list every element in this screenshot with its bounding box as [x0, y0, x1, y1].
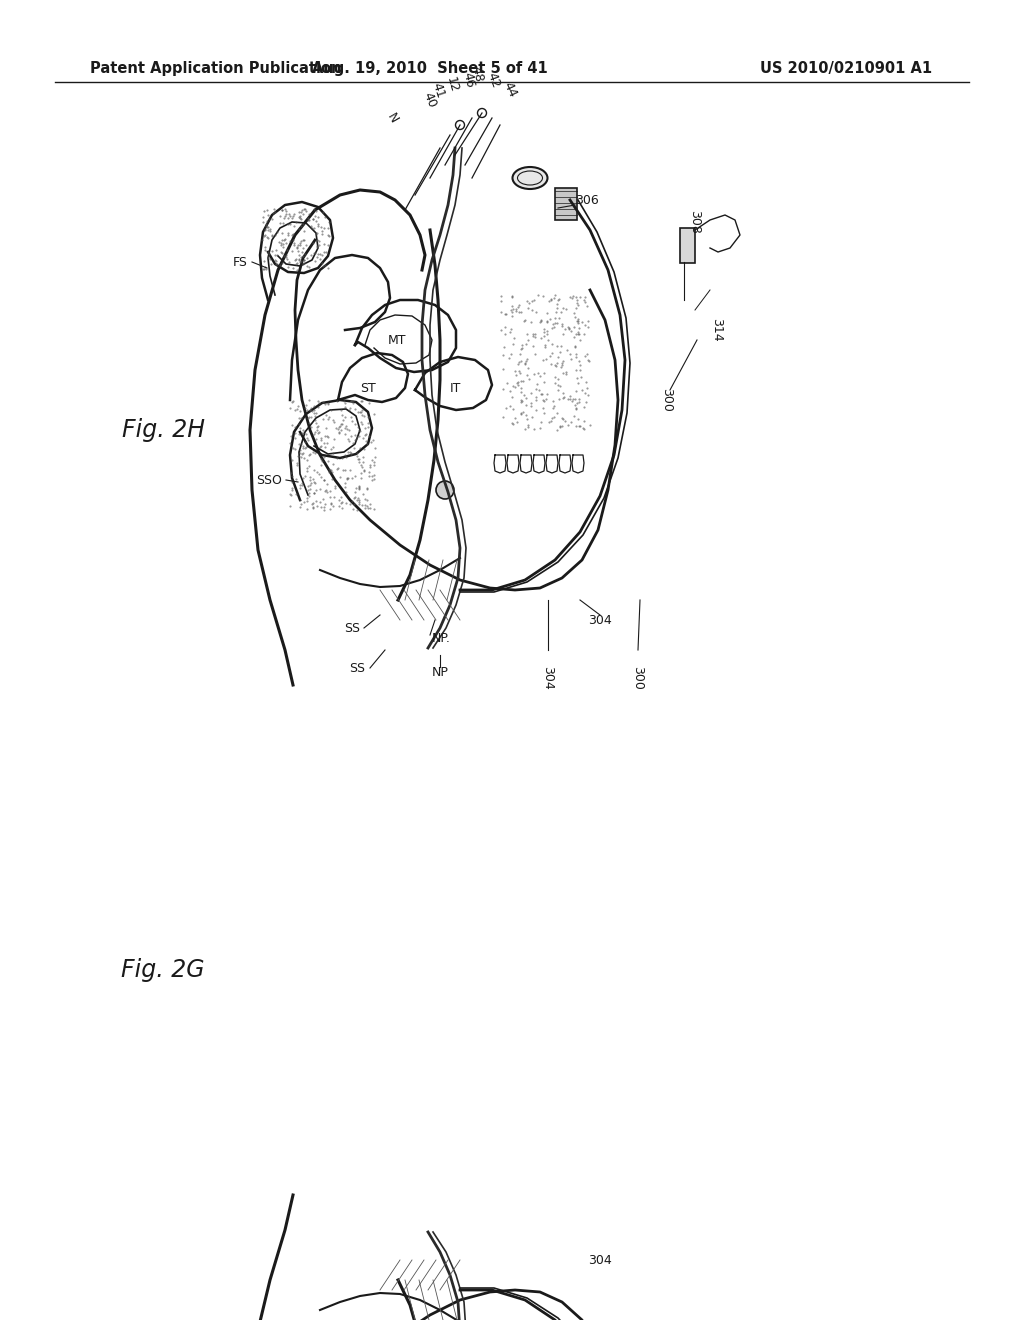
Text: 300: 300 — [660, 388, 673, 412]
Text: 41: 41 — [429, 81, 446, 99]
Bar — [555, 187, 577, 220]
Text: 40: 40 — [421, 90, 439, 110]
Text: ST: ST — [360, 381, 376, 395]
Text: SSO: SSO — [256, 474, 282, 487]
Text: 306: 306 — [575, 194, 599, 206]
Text: 44: 44 — [501, 81, 519, 100]
Circle shape — [436, 480, 454, 499]
Text: 42: 42 — [484, 70, 502, 90]
Text: 304: 304 — [588, 614, 612, 627]
Text: 314: 314 — [710, 318, 723, 342]
Text: FS: FS — [233, 256, 248, 268]
Text: Patent Application Publication: Patent Application Publication — [90, 61, 341, 75]
Text: 46: 46 — [460, 71, 476, 88]
Text: SS: SS — [344, 622, 360, 635]
Text: SS: SS — [349, 661, 365, 675]
Text: N: N — [384, 111, 400, 125]
Text: 304: 304 — [542, 667, 555, 690]
Text: 300: 300 — [632, 667, 644, 690]
Text: 308: 308 — [688, 210, 701, 234]
Bar — [680, 228, 695, 263]
Text: Fig. 2H: Fig. 2H — [122, 418, 205, 442]
Text: 48: 48 — [469, 65, 484, 83]
Text: Aug. 19, 2010  Sheet 5 of 41: Aug. 19, 2010 Sheet 5 of 41 — [312, 61, 548, 75]
Text: 304: 304 — [588, 1254, 612, 1266]
Ellipse shape — [512, 168, 548, 189]
Text: IT: IT — [450, 381, 461, 395]
Text: NP.: NP. — [432, 631, 451, 644]
Text: Fig. 2G: Fig. 2G — [121, 958, 205, 982]
Text: US 2010/0210901 A1: US 2010/0210901 A1 — [760, 61, 932, 75]
Text: MT: MT — [388, 334, 407, 346]
Text: NP: NP — [431, 665, 449, 678]
Text: 12: 12 — [443, 75, 461, 94]
